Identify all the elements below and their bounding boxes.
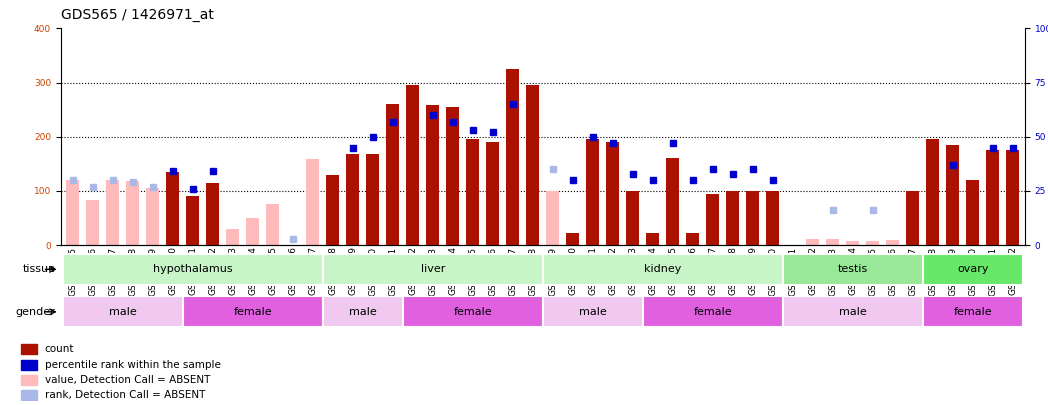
Bar xyxy=(566,233,580,245)
Text: male: male xyxy=(578,307,607,317)
Text: male: male xyxy=(839,307,867,317)
Bar xyxy=(806,239,820,245)
Bar xyxy=(946,145,959,245)
Text: female: female xyxy=(954,307,992,317)
Text: ovary: ovary xyxy=(957,264,988,274)
Bar xyxy=(486,142,499,245)
Bar xyxy=(686,233,699,245)
Bar xyxy=(706,194,719,245)
Bar xyxy=(966,180,980,245)
Bar xyxy=(306,160,320,245)
Bar xyxy=(923,254,1023,285)
Text: male: male xyxy=(109,307,136,317)
Bar xyxy=(226,229,239,245)
Bar xyxy=(21,390,37,400)
Bar xyxy=(182,296,323,327)
Bar xyxy=(587,139,599,245)
Bar xyxy=(867,241,879,245)
Bar xyxy=(783,296,923,327)
Bar xyxy=(543,254,783,285)
Bar xyxy=(847,241,859,245)
Bar xyxy=(407,85,419,245)
Bar xyxy=(986,150,1000,245)
Bar xyxy=(187,196,199,245)
Text: gender: gender xyxy=(16,307,56,317)
Text: female: female xyxy=(454,307,493,317)
Bar xyxy=(63,254,323,285)
Bar xyxy=(627,191,639,245)
Bar xyxy=(543,296,642,327)
Bar xyxy=(323,296,402,327)
Bar xyxy=(21,360,37,369)
Bar xyxy=(367,154,379,245)
Bar xyxy=(246,218,259,245)
Bar xyxy=(466,139,479,245)
Bar xyxy=(526,85,540,245)
Bar xyxy=(827,239,839,245)
Bar xyxy=(427,105,439,245)
Bar xyxy=(66,180,80,245)
Bar xyxy=(106,180,119,245)
Bar xyxy=(387,104,399,245)
Bar xyxy=(127,181,139,245)
Bar xyxy=(402,296,543,327)
Bar xyxy=(323,254,543,285)
Bar xyxy=(506,69,520,245)
Bar xyxy=(607,142,619,245)
Text: rank, Detection Call = ABSENT: rank, Detection Call = ABSENT xyxy=(44,390,205,400)
Text: value, Detection Call = ABSENT: value, Detection Call = ABSENT xyxy=(44,375,210,385)
Text: count: count xyxy=(44,345,74,354)
Bar xyxy=(63,296,182,327)
Bar xyxy=(147,188,159,245)
Bar xyxy=(21,344,37,354)
Bar xyxy=(21,375,37,385)
Bar xyxy=(726,191,740,245)
Bar xyxy=(206,183,219,245)
Bar xyxy=(1006,150,1020,245)
Bar xyxy=(746,191,760,245)
Bar xyxy=(946,176,959,245)
Text: hypothalamus: hypothalamus xyxy=(153,264,233,274)
Bar xyxy=(167,172,179,245)
Text: testis: testis xyxy=(837,264,868,274)
Text: tissue: tissue xyxy=(23,264,56,274)
Text: GDS565 / 1426971_at: GDS565 / 1426971_at xyxy=(61,8,214,22)
Text: liver: liver xyxy=(420,264,445,274)
Bar xyxy=(923,296,1023,327)
Bar xyxy=(326,175,340,245)
Bar xyxy=(783,254,923,285)
Bar xyxy=(926,139,939,245)
Bar xyxy=(667,158,679,245)
Bar xyxy=(907,191,919,245)
Bar xyxy=(86,200,100,245)
Bar xyxy=(766,191,780,245)
Text: kidney: kidney xyxy=(645,264,681,274)
Bar xyxy=(346,154,359,245)
Bar xyxy=(642,296,783,327)
Bar xyxy=(647,233,659,245)
Text: percentile rank within the sample: percentile rank within the sample xyxy=(44,360,220,369)
Text: female: female xyxy=(234,307,272,317)
Bar xyxy=(446,107,459,245)
Text: female: female xyxy=(694,307,733,317)
Bar xyxy=(266,205,280,245)
Bar xyxy=(546,191,560,245)
Text: male: male xyxy=(349,307,376,317)
Bar xyxy=(887,240,899,245)
